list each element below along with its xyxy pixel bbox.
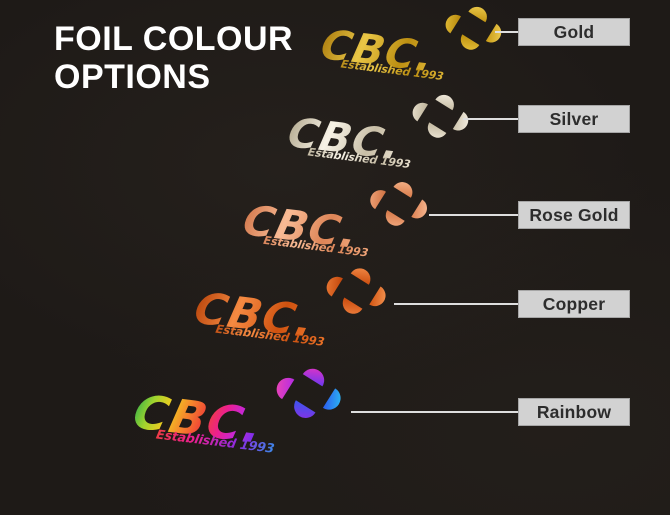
title-line-1: FOIL COLOUR [54, 20, 294, 58]
colour-label-text: Copper [542, 293, 606, 314]
cbc-mark-icon [445, 6, 502, 50]
colour-label-rainbow: Rainbow [518, 398, 630, 426]
logo-silver: CBC.® Established 1993 [284, 81, 473, 190]
page-title: FOIL COLOUR OPTIONS [54, 20, 293, 96]
cbc-mark-icon [276, 368, 341, 418]
cbc-mark-icon [370, 182, 427, 226]
colour-label-rose-gold: Rose Gold [518, 201, 630, 229]
colour-label-text: Gold [553, 21, 595, 42]
connector-line-rainbow [351, 411, 518, 413]
connector-line-rose-gold [429, 214, 518, 216]
connector-line-gold [495, 31, 518, 33]
colour-label-text: Rose Gold [529, 204, 619, 225]
logo-rose-gold: CBC.® Established 1993 [239, 168, 432, 279]
connector-line-copper [394, 303, 518, 305]
logo-rainbow: CBC.® Established 1993 [129, 353, 347, 479]
colour-label-text: Silver [549, 108, 599, 129]
connector-line-silver [463, 118, 518, 120]
cbc-mark-icon [326, 268, 386, 314]
cbc-mark-icon [412, 94, 469, 138]
colour-label-copper: Copper [518, 290, 630, 318]
colour-label-text: Rainbow [536, 401, 612, 422]
logo-copper: CBC.® Established 1993 [191, 254, 392, 370]
colour-label-silver: Silver [518, 105, 630, 133]
title-line-2: OPTIONS [54, 58, 211, 96]
colour-label-gold: Gold [518, 18, 630, 46]
logo-gold: CBC.® Established 1993 [317, 0, 506, 103]
